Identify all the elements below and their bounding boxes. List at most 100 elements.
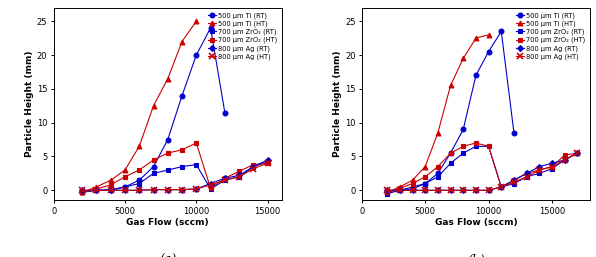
500 μm Ti (HT) xyxy=(79,191,86,194)
800 μm Ag (RT) xyxy=(264,158,271,161)
700 μm ZrO₂ (RT) xyxy=(93,189,100,192)
800 μm Ag (RT) xyxy=(421,189,429,192)
800 μm Ag (HT) xyxy=(79,189,86,192)
800 μm Ag (HT) xyxy=(510,181,517,184)
700 μm ZrO₂ (RT) xyxy=(396,189,403,192)
800 μm Ag (RT) xyxy=(548,162,555,165)
800 μm Ag (HT) xyxy=(498,185,505,188)
500 μm Ti (RT) xyxy=(447,152,454,155)
Line: 700 μm ZrO₂ (HT): 700 μm ZrO₂ (HT) xyxy=(80,141,270,195)
800 μm Ag (RT) xyxy=(93,189,100,192)
700 μm ZrO₂ (HT) xyxy=(434,165,442,168)
500 μm Ti (HT) xyxy=(93,185,100,188)
800 μm Ag (HT) xyxy=(421,189,429,192)
800 μm Ag (RT) xyxy=(136,189,143,192)
700 μm ZrO₂ (RT) xyxy=(536,172,543,175)
700 μm ZrO₂ (RT) xyxy=(473,145,480,148)
800 μm Ag (RT) xyxy=(561,158,568,161)
500 μm Ti (RT) xyxy=(107,188,114,191)
500 μm Ti (RT) xyxy=(122,185,129,188)
700 μm ZrO₂ (HT) xyxy=(79,191,86,194)
700 μm ZrO₂ (RT) xyxy=(384,192,391,195)
800 μm Ag (HT) xyxy=(164,188,171,191)
700 μm ZrO₂ (HT) xyxy=(122,175,129,178)
500 μm Ti (HT) xyxy=(396,185,403,188)
700 μm ZrO₂ (HT) xyxy=(473,141,480,144)
500 μm Ti (RT) xyxy=(421,182,429,185)
800 μm Ag (HT) xyxy=(409,189,416,192)
800 μm Ag (HT) xyxy=(548,165,555,168)
800 μm Ag (RT) xyxy=(79,189,86,192)
Line: 700 μm ZrO₂ (RT): 700 μm ZrO₂ (RT) xyxy=(384,144,580,196)
700 μm ZrO₂ (HT) xyxy=(536,169,543,172)
800 μm Ag (RT) xyxy=(536,165,543,168)
700 μm ZrO₂ (RT) xyxy=(447,162,454,165)
500 μm Ti (HT) xyxy=(150,104,157,107)
700 μm ZrO₂ (RT) xyxy=(561,158,568,161)
800 μm Ag (HT) xyxy=(107,189,114,192)
700 μm ZrO₂ (RT) xyxy=(207,187,214,190)
700 μm ZrO₂ (RT) xyxy=(79,191,86,194)
500 μm Ti (RT) xyxy=(178,94,185,97)
500 μm Ti (HT) xyxy=(447,84,454,87)
800 μm Ag (RT) xyxy=(396,189,403,192)
700 μm ZrO₂ (HT) xyxy=(498,185,505,188)
500 μm Ti (RT) xyxy=(164,138,171,141)
500 μm Ti (HT) xyxy=(485,33,492,36)
800 μm Ag (HT) xyxy=(536,169,543,172)
700 μm ZrO₂ (RT) xyxy=(421,182,429,185)
Line: 800 μm Ag (RT): 800 μm Ag (RT) xyxy=(80,158,270,192)
500 μm Ti (RT) xyxy=(434,172,442,175)
700 μm ZrO₂ (HT) xyxy=(384,191,391,194)
700 μm ZrO₂ (RT) xyxy=(574,152,581,155)
700 μm ZrO₂ (RT) xyxy=(264,160,271,163)
700 μm ZrO₂ (HT) xyxy=(523,172,530,175)
500 μm Ti (RT) xyxy=(207,26,214,30)
500 μm Ti (HT) xyxy=(384,191,391,194)
700 μm ZrO₂ (HT) xyxy=(250,163,257,166)
800 μm Ag (RT) xyxy=(498,185,505,188)
Line: 500 μm Ti (RT): 500 μm Ti (RT) xyxy=(384,29,516,194)
800 μm Ag (RT) xyxy=(523,172,530,175)
Y-axis label: Particle Height (mm): Particle Height (mm) xyxy=(333,51,342,157)
700 μm ZrO₂ (RT) xyxy=(122,185,129,188)
800 μm Ag (HT) xyxy=(150,188,157,191)
800 μm Ag (RT) xyxy=(473,189,480,192)
500 μm Ti (HT) xyxy=(409,179,416,182)
800 μm Ag (RT) xyxy=(122,189,129,192)
700 μm ZrO₂ (RT) xyxy=(107,189,114,192)
800 μm Ag (RT) xyxy=(178,188,185,191)
700 μm ZrO₂ (HT) xyxy=(447,152,454,155)
500 μm Ti (HT) xyxy=(178,40,185,43)
700 μm ZrO₂ (HT) xyxy=(235,170,243,173)
700 μm ZrO₂ (RT) xyxy=(409,185,416,188)
500 μm Ti (HT) xyxy=(136,145,143,148)
Line: 500 μm Ti (HT): 500 μm Ti (HT) xyxy=(384,32,491,195)
Line: 500 μm Ti (HT): 500 μm Ti (HT) xyxy=(80,19,198,195)
800 μm Ag (HT) xyxy=(136,189,143,192)
500 μm Ti (RT) xyxy=(396,189,403,192)
700 μm ZrO₂ (RT) xyxy=(434,175,442,178)
700 μm ZrO₂ (HT) xyxy=(264,162,271,165)
500 μm Ti (RT) xyxy=(93,189,100,192)
700 μm ZrO₂ (HT) xyxy=(574,152,581,155)
800 μm Ag (HT) xyxy=(235,175,243,178)
800 μm Ag (RT) xyxy=(150,188,157,191)
800 μm Ag (HT) xyxy=(193,187,200,190)
800 μm Ag (RT) xyxy=(193,187,200,190)
Line: 800 μm Ag (RT): 800 μm Ag (RT) xyxy=(385,151,579,192)
800 μm Ag (RT) xyxy=(250,165,257,168)
800 μm Ag (HT) xyxy=(264,162,271,165)
X-axis label: Gas Flow (sccm): Gas Flow (sccm) xyxy=(126,218,209,227)
800 μm Ag (RT) xyxy=(107,189,114,192)
700 μm ZrO₂ (RT) xyxy=(460,152,467,155)
700 μm ZrO₂ (RT) xyxy=(548,167,555,170)
700 μm ZrO₂ (RT) xyxy=(164,169,171,172)
700 μm ZrO₂ (HT) xyxy=(107,183,114,186)
800 μm Ag (RT) xyxy=(384,189,391,192)
700 μm ZrO₂ (HT) xyxy=(207,187,214,190)
500 μm Ti (HT) xyxy=(107,179,114,182)
500 μm Ti (HT) xyxy=(193,20,200,23)
700 μm ZrO₂ (RT) xyxy=(510,182,517,185)
800 μm Ag (RT) xyxy=(235,174,243,177)
